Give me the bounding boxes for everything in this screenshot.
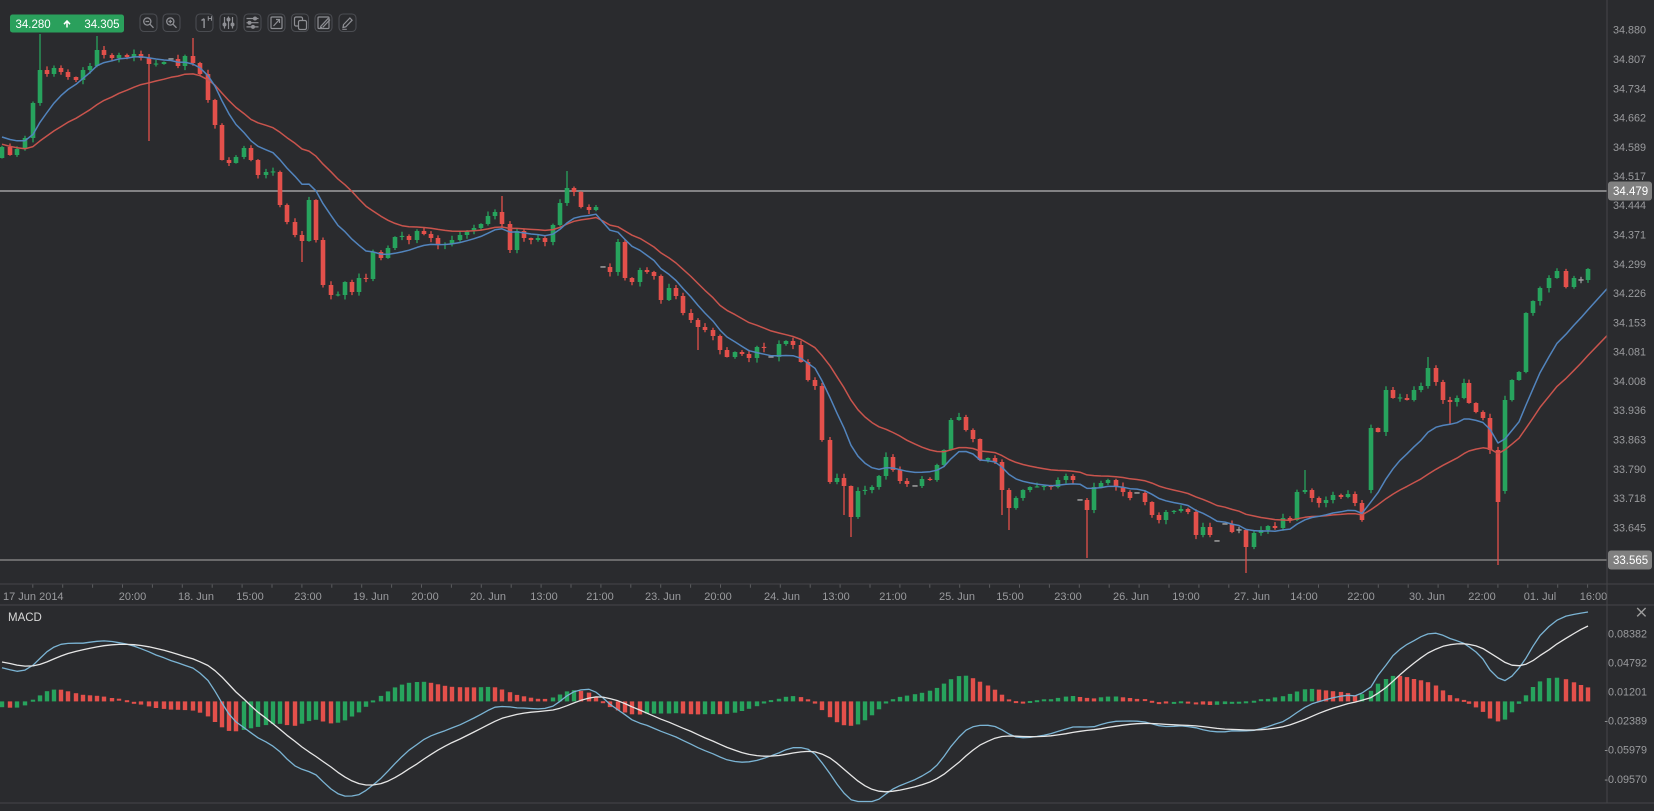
svg-text:26. Jun: 26. Jun [1113,591,1149,603]
svg-text:25. Jun: 25. Jun [939,591,975,603]
svg-text:34.807: 34.807 [1613,54,1646,66]
svg-text:17 Jun 2014: 17 Jun 2014 [3,591,64,603]
svg-text:22:00: 22:00 [1468,591,1496,603]
svg-text:21:00: 21:00 [586,591,614,603]
svg-text:34.444: 34.444 [1613,200,1646,212]
svg-text:15:00: 15:00 [236,591,264,603]
svg-text:34.880: 34.880 [1613,24,1646,36]
svg-text:33.565: 33.565 [1613,555,1648,567]
svg-text:MACD: MACD [8,612,42,624]
svg-text:0.01201: 0.01201 [1608,687,1647,699]
svg-text:13:00: 13:00 [822,591,850,603]
svg-text:16:00: 16:00 [1580,591,1608,603]
svg-text:01. Jul: 01. Jul [1524,591,1556,603]
svg-text:34.371: 34.371 [1613,230,1646,242]
svg-text:33.790: 33.790 [1613,464,1646,476]
svg-text:34.280: 34.280 [16,19,51,31]
svg-text:20:00: 20:00 [119,591,147,603]
svg-text:20:00: 20:00 [411,591,439,603]
svg-text:34.299: 34.299 [1613,259,1646,271]
svg-text:-0.09570: -0.09570 [1604,774,1647,786]
svg-text:23:00: 23:00 [294,591,322,603]
svg-text:14:00: 14:00 [1290,591,1318,603]
svg-text:34.226: 34.226 [1613,288,1646,300]
svg-text:33.718: 33.718 [1613,493,1646,505]
svg-text:33.645: 33.645 [1613,523,1646,535]
svg-text:20:00: 20:00 [704,591,732,603]
svg-text:33.936: 33.936 [1613,405,1646,417]
svg-text:0.08382: 0.08382 [1608,628,1647,640]
svg-text:21:00: 21:00 [879,591,907,603]
svg-text:34.662: 34.662 [1613,112,1646,124]
svg-text:15:00: 15:00 [996,591,1024,603]
svg-text:34.008: 34.008 [1613,376,1646,388]
svg-text:-0.05979: -0.05979 [1604,745,1647,757]
svg-text:19:00: 19:00 [1172,591,1200,603]
svg-text:22:00: 22:00 [1347,591,1375,603]
svg-text:-0.02389: -0.02389 [1604,716,1647,728]
svg-text:24. Jun: 24. Jun [764,591,800,603]
svg-text:23:00: 23:00 [1054,591,1082,603]
svg-text:19. Jun: 19. Jun [353,591,389,603]
svg-text:18. Jun: 18. Jun [178,591,214,603]
svg-text:23. Jun: 23. Jun [645,591,681,603]
svg-text:34.081: 34.081 [1613,347,1646,359]
svg-text:34.305: 34.305 [84,19,119,31]
svg-text:34.589: 34.589 [1613,142,1646,154]
svg-text:13:00: 13:00 [530,591,558,603]
svg-text:34.517: 34.517 [1613,171,1646,183]
svg-text:27. Jun: 27. Jun [1234,591,1270,603]
svg-text:0.04792: 0.04792 [1608,657,1647,669]
svg-text:20. Jun: 20. Jun [470,591,506,603]
svg-text:30. Jun: 30. Jun [1409,591,1445,603]
svg-text:34.153: 34.153 [1613,318,1646,330]
svg-text:34.734: 34.734 [1613,83,1646,95]
svg-text:33.863: 33.863 [1613,435,1646,447]
svg-text:34.479: 34.479 [1613,186,1648,198]
